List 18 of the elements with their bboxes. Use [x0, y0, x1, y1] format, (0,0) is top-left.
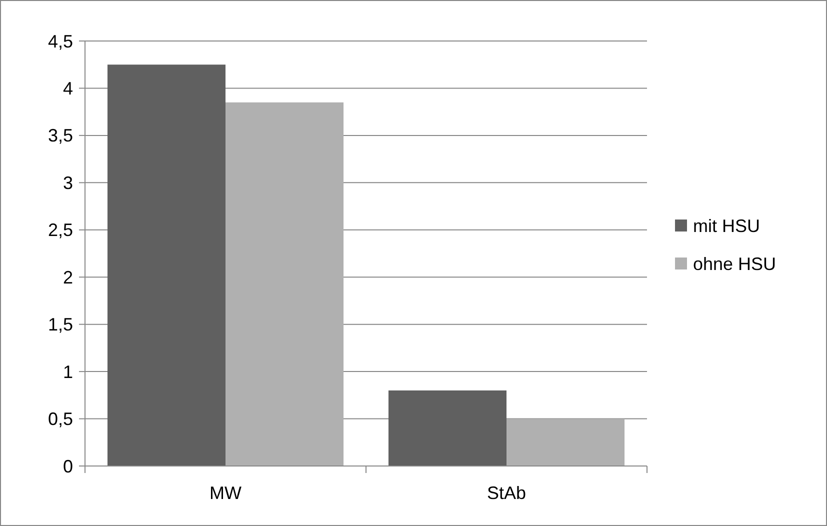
- y-tick-label: 0,5: [48, 409, 73, 430]
- y-tick-label: 4: [62, 78, 73, 99]
- legend-label: ohne HSU: [693, 254, 776, 274]
- y-tick-label: 1,5: [48, 314, 73, 335]
- x-tick-label: StAb: [486, 483, 526, 503]
- bar: [388, 390, 506, 466]
- bar: [506, 418, 625, 466]
- y-tick-label: 0: [62, 456, 73, 476]
- y-tick-label: 3: [62, 172, 73, 193]
- bar: [226, 102, 344, 466]
- legend-label: mit HSU: [693, 216, 760, 236]
- y-tick-label: 3,5: [48, 126, 73, 146]
- y-tick-label: 4,5: [48, 31, 73, 52]
- bar: [107, 64, 226, 466]
- y-tick-label: 1: [62, 362, 73, 382]
- y-tick-label: 2,5: [48, 220, 73, 240]
- y-tick-label: 2: [62, 267, 73, 288]
- x-tick-label: MW: [210, 483, 242, 503]
